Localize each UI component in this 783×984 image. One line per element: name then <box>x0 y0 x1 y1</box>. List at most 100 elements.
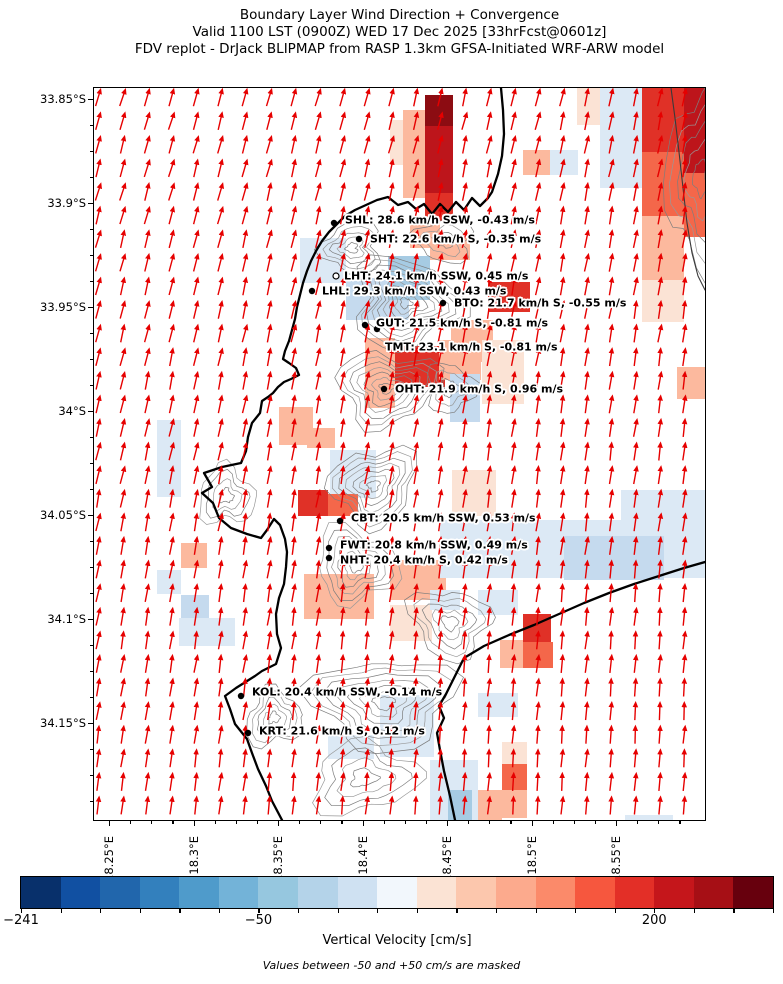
wind-arrow <box>291 158 298 178</box>
wind-arrow <box>437 630 444 650</box>
wind-arrow <box>119 253 127 272</box>
wind-arrow <box>462 88 468 107</box>
x-axis-tick <box>616 821 618 826</box>
wind-arrow <box>218 559 224 579</box>
wind-arrow <box>95 559 102 579</box>
x-axis-minor-tick <box>151 821 153 824</box>
terrain-contour <box>431 609 469 641</box>
terrain-contour <box>252 689 298 744</box>
wind-arrow <box>584 88 590 107</box>
wind-arrow <box>242 488 248 508</box>
wind-arrow <box>217 583 224 603</box>
wind-arrow <box>266 535 273 555</box>
wind-arrow <box>217 347 224 366</box>
wind-arrow <box>388 583 395 603</box>
wind-arrow <box>120 512 126 532</box>
wind-arrow <box>364 465 371 485</box>
wind-arrow <box>364 748 370 768</box>
wind-arrow <box>462 370 468 390</box>
wind-arrow <box>242 370 249 390</box>
wind-arrow <box>192 347 200 366</box>
wind-arrow <box>535 724 541 744</box>
wind-arrow <box>120 795 126 815</box>
wind-arrow <box>266 724 273 744</box>
wind-arrow <box>681 252 688 272</box>
wind-arrow <box>314 111 322 130</box>
title-line-3: FDV replot - DrJack BLIPMAP from RASP 1.… <box>134 41 665 57</box>
wind-arrow <box>608 417 615 437</box>
wind-arrow <box>657 535 663 555</box>
wind-arrow <box>266 347 273 367</box>
wind-arrow <box>437 158 444 178</box>
wind-arrow <box>535 701 541 721</box>
wind-arrow <box>657 370 664 390</box>
x-axis-minor-tick <box>489 821 491 824</box>
wind-arrow <box>510 771 517 791</box>
wind-arrow <box>584 677 590 697</box>
wind-arrow <box>681 653 688 673</box>
x-axis-minor-tick <box>383 821 385 824</box>
wind-arrow <box>119 205 127 225</box>
wind-arrow <box>144 559 151 579</box>
wind-arrow <box>535 488 541 508</box>
wind-arrow <box>657 441 663 461</box>
wind-arrow <box>168 205 176 225</box>
y-axis-minor-tick <box>90 489 93 491</box>
wind-arrow <box>266 205 273 225</box>
y-axis-tick <box>88 307 93 309</box>
wind-arrow <box>681 88 688 107</box>
wind-arrow <box>437 276 444 296</box>
wind-arrow <box>388 111 395 131</box>
wind-arrow <box>461 724 468 744</box>
wind-arrow <box>364 418 371 437</box>
wind-arrow <box>364 512 371 532</box>
wind-arrow <box>681 748 688 768</box>
wind-arrow <box>291 653 297 673</box>
station-label-tmt: TMT: 23.1 km/h S, -0.81 m/s <box>385 340 558 354</box>
wind-arrow <box>217 535 224 555</box>
wind-arrow <box>217 677 224 697</box>
wind-arrow <box>290 182 298 201</box>
terrain-contour <box>334 679 431 732</box>
colorbar-boundary-tick <box>179 909 181 913</box>
convergence-cell <box>577 88 600 125</box>
wind-arrow <box>388 276 395 296</box>
wind-arrow <box>143 158 151 178</box>
wind-arrow <box>559 748 566 768</box>
wind-arrow <box>242 535 248 555</box>
wind-arrow <box>534 771 541 791</box>
wind-arrow <box>486 465 493 485</box>
wind-arrow <box>315 559 322 579</box>
terrain-contour <box>376 274 443 331</box>
wind-arrow <box>388 677 395 697</box>
wind-arrow <box>242 583 248 603</box>
wind-arrow <box>657 252 664 272</box>
wind-arrow <box>559 606 566 626</box>
wind-arrow <box>192 88 200 107</box>
wind-arrow <box>291 535 297 555</box>
y-axis-minor-tick <box>90 567 93 569</box>
wind-arrow <box>388 394 395 414</box>
wind-arrow <box>192 135 200 154</box>
wind-arrow <box>315 488 322 508</box>
wind-arrow <box>120 771 126 791</box>
wind-arrow <box>608 677 614 697</box>
wind-arrow <box>95 111 102 130</box>
wind-arrow <box>95 748 102 768</box>
convergence-cell <box>439 340 481 380</box>
wind-arrow <box>144 229 151 249</box>
y-axis-tick <box>88 723 93 725</box>
terrain-contour <box>403 592 496 665</box>
wind-arrow <box>511 465 517 485</box>
x-axis-tick-label-text: 18.3°E <box>186 836 201 875</box>
wind-arrow <box>608 229 615 249</box>
wind-arrow <box>559 653 566 673</box>
wind-arrow <box>534 795 541 815</box>
colorbar-segment <box>733 877 773 908</box>
wind-arrow <box>144 252 151 272</box>
wind-arrow <box>193 418 200 437</box>
wind-arrow <box>584 347 590 367</box>
wind-arrow <box>535 229 542 249</box>
terrain-contour <box>212 478 243 512</box>
